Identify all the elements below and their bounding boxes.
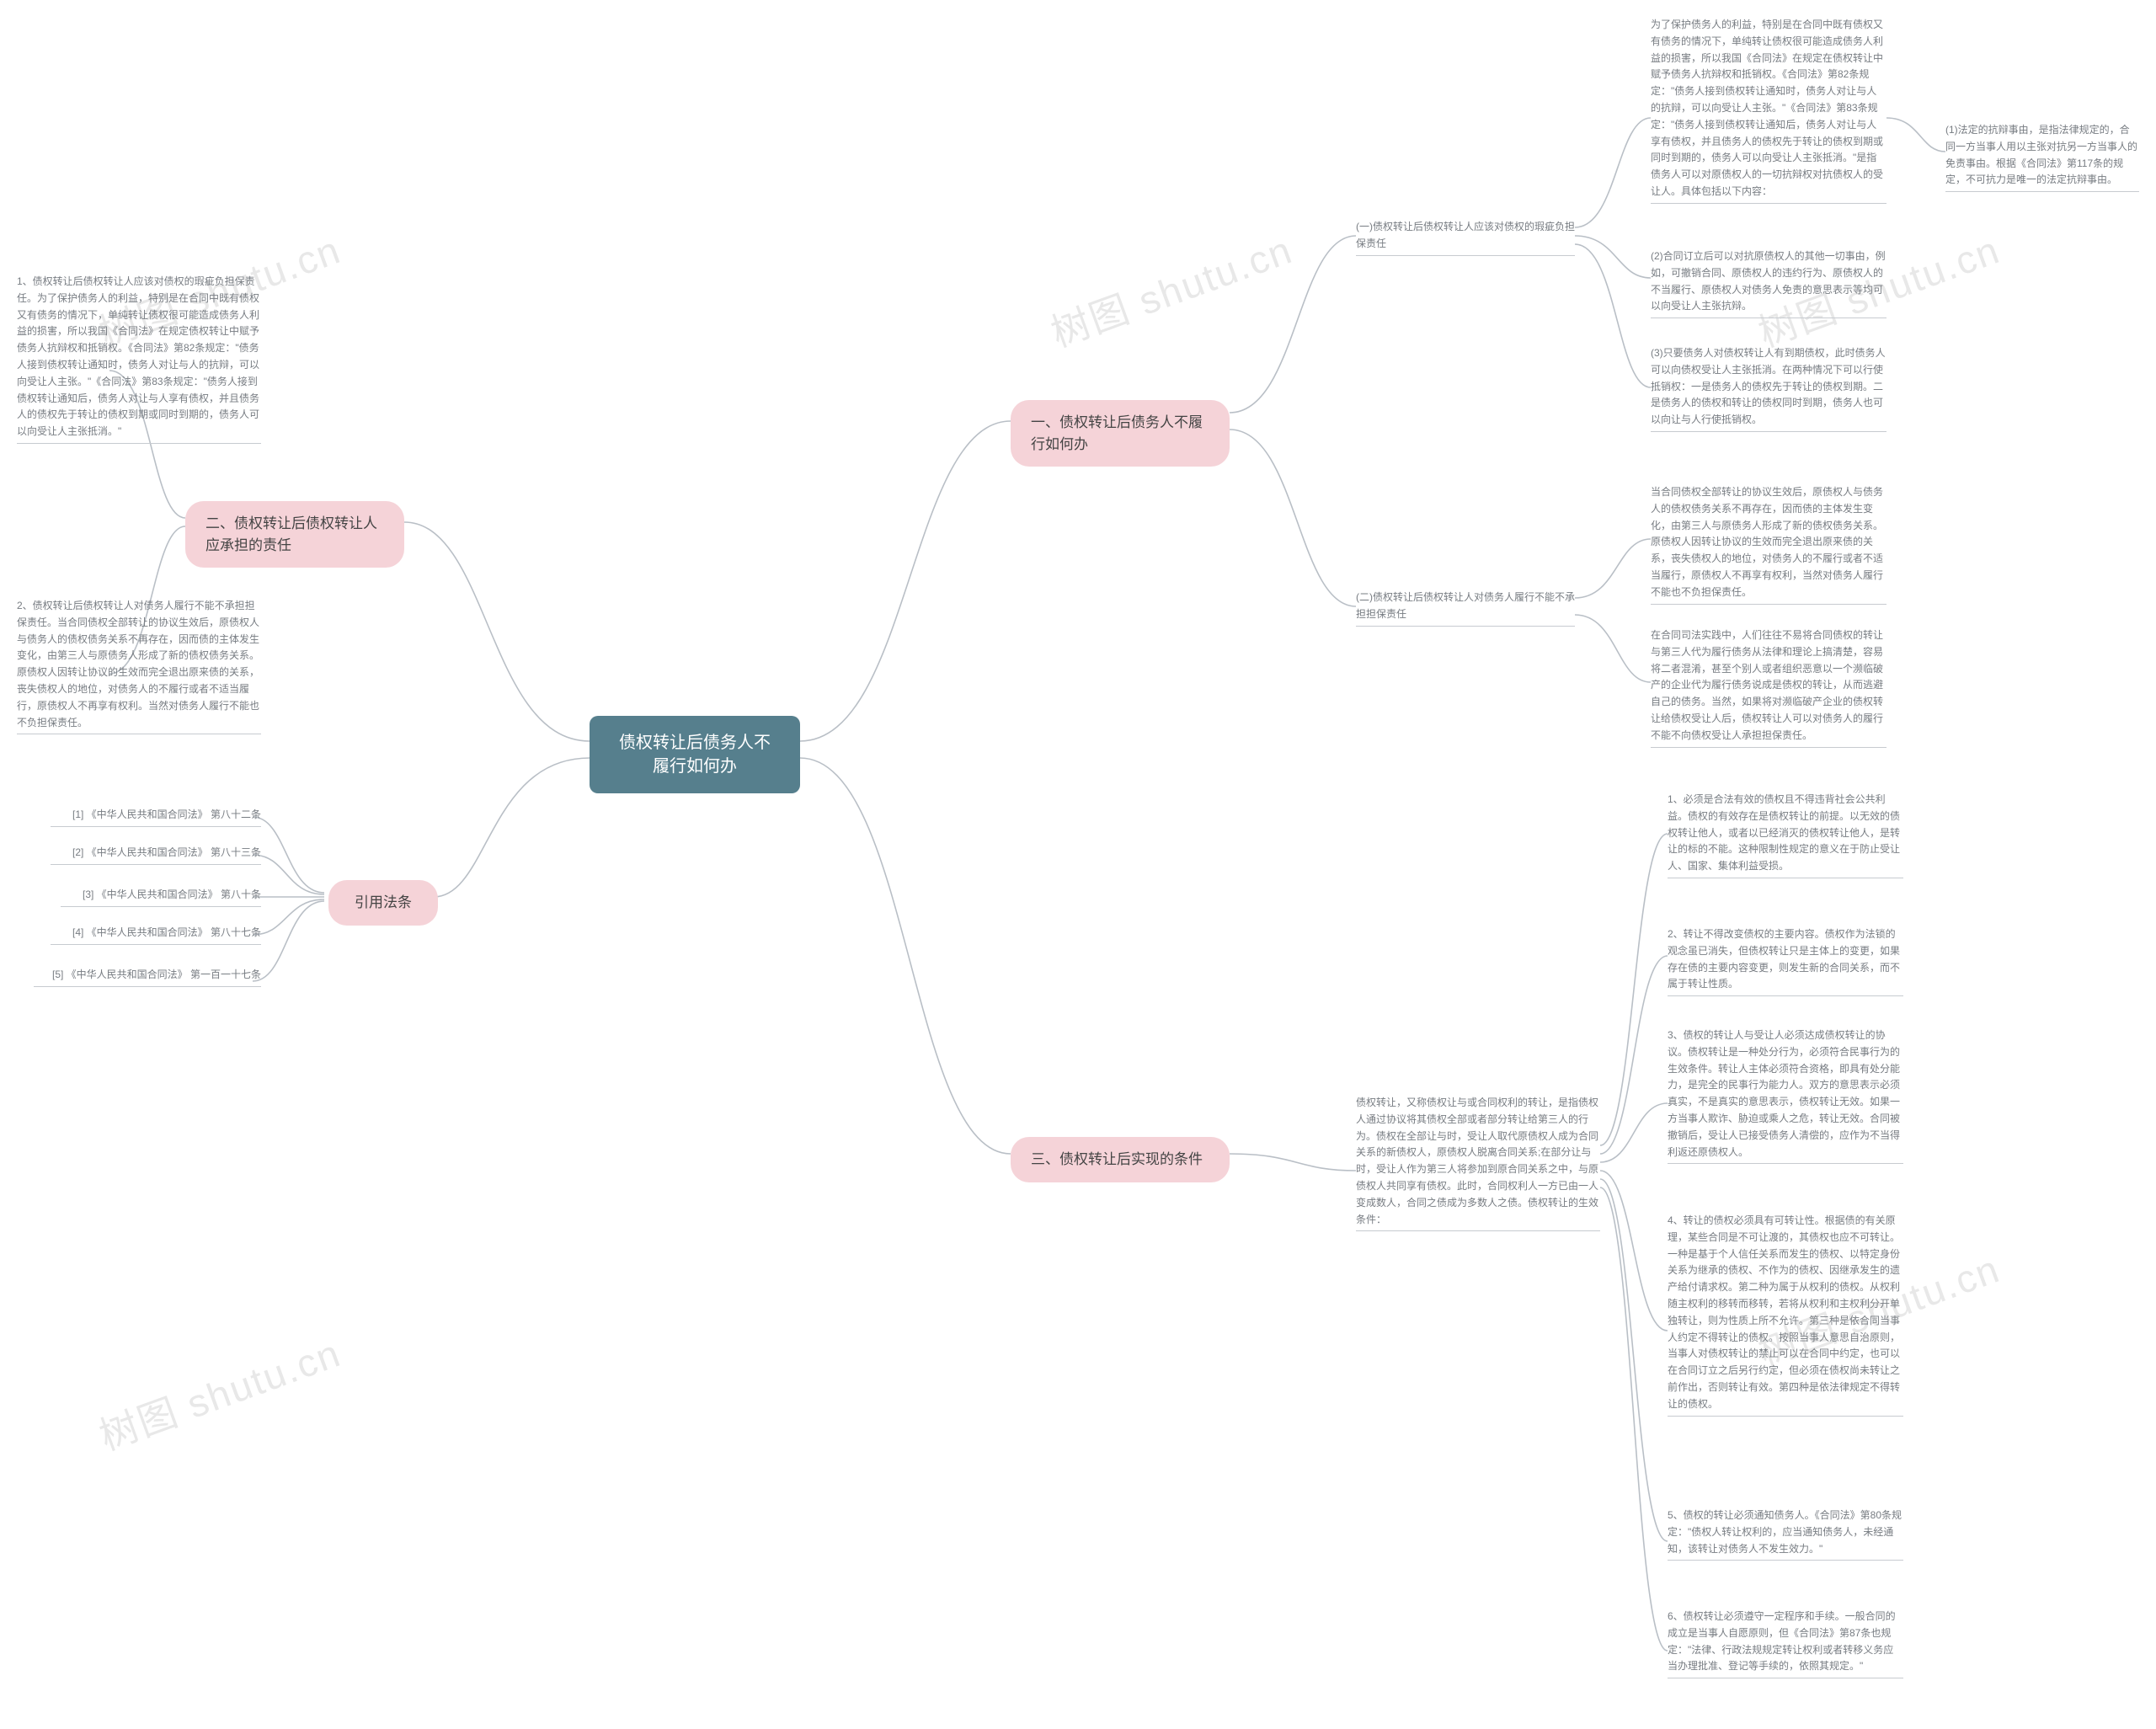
b3-ref-4: [5] 《中华人民共和国合同法》 第一百一十七条 xyxy=(34,967,261,987)
b4-intro: 债权转让，又称债权让与或合同权利的转让，是指债权人通过协议将其债权全部或者部分转… xyxy=(1356,1095,1600,1231)
b2-l2: 2、债权转让后债权转让人对债务人履行不能不承担担保责任。当合同债权全部转让的协议… xyxy=(17,598,261,734)
b4-item-3: 4、转让的债权必须具有可转让性。根据债的有关原理，某些合同是不可让渡的，其债权也… xyxy=(1668,1213,1903,1417)
branch-node-2: 二、债权转让后债权转让人应承担的责任 xyxy=(185,501,404,568)
b1-c1-l2: (2)合同订立后可以对抗原债权人的其他一切事由，例如，可撤销合同、原债权人的违约… xyxy=(1651,248,1886,318)
b3-ref-3: [4] 《中华人民共和国合同法》 第八十七条 xyxy=(51,925,261,945)
branch-node-3: 引用法条 xyxy=(328,880,438,926)
b1-c1-l1a: (1)法定的抗辩事由，是指法律规定的，合同一方当事人用以主张对抗另一方当事人的免… xyxy=(1945,122,2139,192)
b1-c2-label: (二)债权转让后债权转让人对债务人履行不能不承担担保责任 xyxy=(1356,590,1575,627)
b4-item-1: 2、转让不得改变债权的主要内容。债权作为法锁的观念虽已消失，但债权转让只是主体上… xyxy=(1668,926,1903,996)
b1-c1-l1: 为了保护债务人的利益，特别是在合同中既有债权又有债务的情况下，单纯转让债权很可能… xyxy=(1651,17,1886,204)
watermark: 树图 shutu.cn xyxy=(91,1323,348,1462)
b3-ref-1: [2] 《中华人民共和国合同法》 第八十三条 xyxy=(51,845,261,865)
branch-node-4: 三、债权转让后实现的条件 xyxy=(1011,1137,1230,1182)
root-node: 债权转让后债务人不履行如何办 xyxy=(590,716,800,793)
branch-node-1: 一、债权转让后债务人不履行如何办 xyxy=(1011,400,1230,467)
watermark: 树图 shutu.cn xyxy=(1043,220,1299,359)
b3-ref-0: [1] 《中华人民共和国合同法》 第八十二条 xyxy=(51,807,261,827)
b4-item-2: 3、债权的转让人与受让人必须达成债权转让的协议。债权转让是一种处分行为，必须符合… xyxy=(1668,1027,1903,1164)
b1-c1-label: (一)债权转让后债权转让人应该对债权的瑕疵负担保责任 xyxy=(1356,219,1575,256)
b2-l1: 1、债权转让后债权转让人应该对债权的瑕疵负担保责任。为了保护债务人的利益，特别是… xyxy=(17,274,261,444)
b1-c2-l1: 当合同债权全部转让的协议生效后，原债权人与债务人的债权债务关系不再存在，因而债的… xyxy=(1651,484,1886,605)
b1-c1-l3: (3)只要债务人对债权转让人有到期债权，此时债务人可以向债权受让人主张抵消。在两… xyxy=(1651,345,1886,432)
b4-item-5: 6、债权转让必须遵守一定程序和手续。一般合同的成立是当事人自愿原则，但《合同法》… xyxy=(1668,1609,1903,1678)
b4-item-0: 1、必须是合法有效的债权且不得违背社会公共利益。债权的有效存在是债权转让的前提。… xyxy=(1668,792,1903,878)
b4-item-4: 5、债权的转让必须通知债务人。《合同法》第80条规定："债权人转让权利的，应当通… xyxy=(1668,1508,1903,1561)
b3-ref-2: [3] 《中华人民共和国合同法》 第八十条 xyxy=(61,887,261,907)
b1-c2-l2: 在合同司法实践中，人们往往不易将合同债权的转让与第三人代为履行债务从法律和理论上… xyxy=(1651,627,1886,748)
